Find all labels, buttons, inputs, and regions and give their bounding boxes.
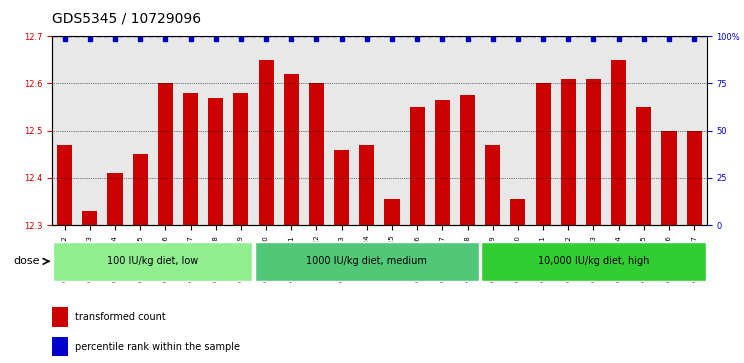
Bar xyxy=(309,83,324,225)
Bar xyxy=(611,60,626,225)
FancyBboxPatch shape xyxy=(481,242,705,281)
Bar xyxy=(561,79,576,225)
Bar xyxy=(586,79,601,225)
Bar xyxy=(107,173,123,225)
FancyBboxPatch shape xyxy=(254,242,479,281)
Bar xyxy=(359,145,374,225)
Text: 1000 IU/kg diet, medium: 1000 IU/kg diet, medium xyxy=(307,256,427,266)
Bar xyxy=(208,98,223,225)
Bar xyxy=(52,307,68,327)
Bar xyxy=(485,145,500,225)
Bar xyxy=(661,131,676,225)
Bar xyxy=(334,150,349,225)
Text: 100 IU/kg diet, low: 100 IU/kg diet, low xyxy=(107,256,199,266)
Text: dose: dose xyxy=(13,256,39,266)
Text: percentile rank within the sample: percentile rank within the sample xyxy=(75,342,240,352)
Bar xyxy=(510,199,525,225)
Text: GDS5345 / 10729096: GDS5345 / 10729096 xyxy=(52,11,201,25)
Bar xyxy=(83,211,97,225)
FancyBboxPatch shape xyxy=(54,242,252,281)
Bar xyxy=(158,83,173,225)
Text: transformed count: transformed count xyxy=(75,312,166,322)
Bar xyxy=(132,154,148,225)
Bar xyxy=(234,93,248,225)
Bar xyxy=(636,107,652,225)
Bar xyxy=(410,107,425,225)
Bar xyxy=(460,95,475,225)
Bar xyxy=(259,60,274,225)
Bar xyxy=(385,199,400,225)
Bar xyxy=(536,83,551,225)
Bar xyxy=(687,131,702,225)
Bar xyxy=(434,100,450,225)
Bar xyxy=(52,337,68,356)
Bar xyxy=(283,74,299,225)
Text: 10,000 IU/kg diet, high: 10,000 IU/kg diet, high xyxy=(538,256,650,266)
Bar xyxy=(57,145,72,225)
Bar xyxy=(183,93,198,225)
